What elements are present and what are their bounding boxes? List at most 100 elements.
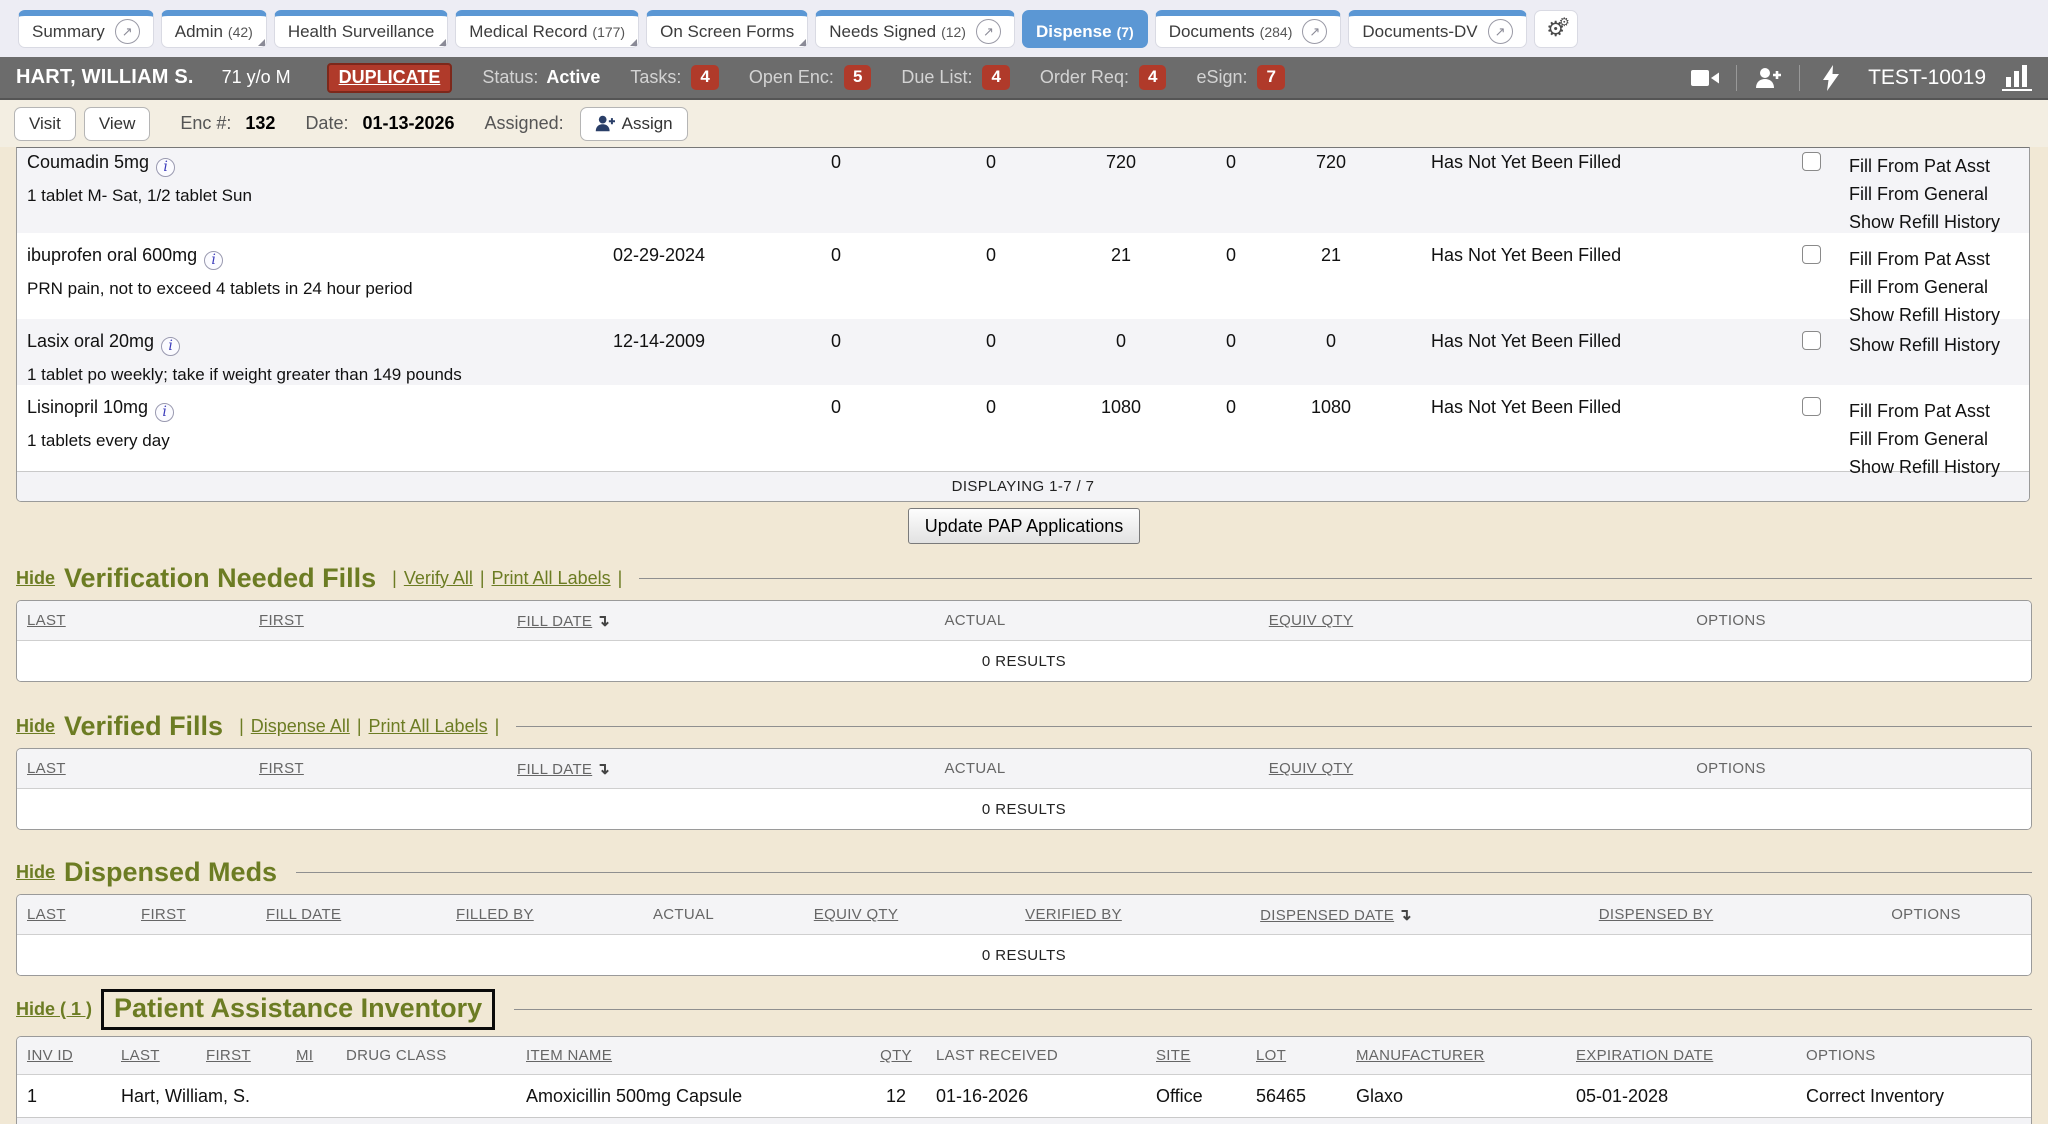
info-icon[interactable]: i [156,157,176,177]
sortable-header[interactable]: EXPIRATION DATE [1576,1047,1714,1064]
update-pap-applications-button[interactable]: Update PAP Applications [907,508,1141,544]
hide-verified-link[interactable]: Hide [16,715,56,736]
sortable-header[interactable]: LAST [27,906,66,923]
qty-cell: 0 [985,245,996,265]
col-options: OPTIONS [1806,1047,1876,1064]
open-new-window-icon[interactable]: ↗ [1487,19,1513,44]
tab-label: Dispense [1035,21,1112,41]
no-results-row: 0 RESULTS [17,935,2031,975]
hide-dispensed-link[interactable]: Hide [16,861,56,882]
tab-bar: Summary ↗ Admin (42) Health Surveillance… [0,0,2048,57]
sortable-header[interactable]: VERIFIED BY [1025,906,1122,923]
tab-on-screen-forms[interactable]: On Screen Forms [646,10,809,48]
sortable-header[interactable]: LAST [27,612,66,629]
tab-documents-dv[interactable]: Documents-DV ↗ [1348,10,1527,48]
row-select-checkbox[interactable] [1801,152,1821,171]
sortable-header[interactable]: EQUIV QTY [813,906,899,923]
fill-from-pat-asst-link[interactable]: Fill From Pat Asst [1849,249,1991,269]
assign-button-label: Assign [621,113,673,133]
select-checkbox-cell [1781,148,1841,236]
fill-from-pat-asst-link[interactable]: Fill From Pat Asst [1849,156,1991,176]
order-req-count-badge[interactable]: 4 [1138,65,1167,90]
med-name-cell: Lasix oral 20mg i 1 tablet po weekly; tak… [17,319,577,385]
sortable-header[interactable]: DISPENSED BY [1598,906,1714,923]
fill-from-general-link[interactable]: Fill From General [1849,277,1989,297]
sortable-header[interactable]: DISPENSED DATE [1260,906,1395,924]
fill-from-general-link[interactable]: Fill From General [1849,184,1989,204]
tab-dispense-active[interactable]: Dispense (7) [1021,10,1148,48]
row-select-checkbox[interactable] [1801,331,1821,350]
sortable-header[interactable]: EQUIV QTY [1268,612,1354,629]
fill-from-general-link[interactable]: Fill From General [1849,429,1989,449]
sortable-header[interactable]: FIRST [259,612,304,629]
sortable-header[interactable]: FIRST [259,760,304,777]
tab-summary[interactable]: Summary ↗ [18,10,154,48]
sort-descending-icon: ↴ [596,760,610,778]
tab-medical-record[interactable]: Medical Record (177) [455,10,640,48]
sortable-header[interactable]: FILL DATE [517,760,593,778]
view-button[interactable]: View [83,106,151,141]
lightning-bolt-icon[interactable] [1816,64,1846,91]
show-refill-history-link[interactable]: Show Refill History [1849,305,2001,325]
hide-verification-link[interactable]: Hide [16,567,56,588]
sortable-header[interactable]: ITEM NAME [526,1047,613,1064]
show-refill-history-link[interactable]: Show Refill History [1849,335,2001,355]
fill-date-cell: 02-29-2024 [612,245,706,265]
settings-button[interactable]: ⚙ ⚙ [1533,10,1578,48]
info-icon[interactable]: i [161,336,181,356]
open-enc-count-badge[interactable]: 5 [843,65,872,90]
tab-admin[interactable]: Admin (42) [160,10,267,48]
due-list-count-badge[interactable]: 4 [982,65,1010,90]
show-refill-history-link[interactable]: Show Refill History [1849,212,2001,232]
verify-all-link[interactable]: Verify All [403,567,473,588]
print-all-labels-link[interactable]: Print All Labels [368,715,488,736]
sortable-header[interactable]: FILL DATE [266,906,342,923]
divider [1799,64,1801,91]
add-person-icon[interactable] [1753,65,1783,91]
col-first: FIRST [196,1047,286,1064]
sortable-header[interactable]: MI [296,1047,314,1064]
sortable-header[interactable]: INV ID [27,1047,73,1064]
qty-cell: 720 [1315,152,1347,172]
info-icon[interactable]: i [204,250,224,270]
sortable-header[interactable]: QTY [880,1047,912,1064]
due-list-label: Due List: [901,67,973,87]
assign-button[interactable]: Assign [579,106,688,141]
print-all-labels-link[interactable]: Print All Labels [491,567,611,588]
open-new-window-icon[interactable]: ↗ [114,19,140,44]
dispense-all-link[interactable]: Dispense All [250,715,350,736]
fill-date-cell [577,148,741,236]
sortable-header[interactable]: SITE [1156,1047,1191,1064]
row-select-checkbox[interactable] [1801,397,1821,416]
sortable-header[interactable]: EQUIV QTY [1268,760,1354,777]
sortable-header[interactable]: LOT [1256,1047,1287,1064]
esign-count-badge[interactable]: 7 [1257,65,1285,90]
correct-inventory-link[interactable]: Correct Inventory [1806,1085,1945,1106]
info-icon[interactable]: i [155,402,175,422]
tab-needs-signed[interactable]: Needs Signed (12) ↗ [815,10,1015,48]
sortable-header[interactable]: LAST [27,760,66,777]
sortable-header[interactable]: FILLED BY [456,906,534,923]
qty-cell: 1080 [1100,397,1142,417]
sortable-header[interactable]: FIRST [141,906,186,923]
video-camera-icon[interactable] [1690,65,1720,91]
sortable-header[interactable]: FIRST [206,1047,251,1064]
select-checkbox-cell [1781,319,1841,385]
sortable-header[interactable]: LAST [121,1047,160,1064]
bar-chart-icon[interactable] [2002,65,2032,91]
row-select-checkbox[interactable] [1801,245,1821,264]
tab-documents[interactable]: Documents (284) ↗ [1154,10,1342,48]
gear-icon: ⚙ [1546,17,1566,41]
duplicate-badge[interactable]: DUPLICATE [326,62,453,93]
external-arrow-glyph: ↗ [983,23,994,39]
open-new-window-icon[interactable]: ↗ [975,19,1001,44]
open-new-window-icon[interactable]: ↗ [1302,19,1328,44]
visit-button[interactable]: Visit [14,106,76,141]
hide-pai-link[interactable]: Hide ( 1 ) [16,998,93,1019]
tab-health-surveillance[interactable]: Health Surveillance [273,10,449,48]
show-refill-history-link[interactable]: Show Refill History [1849,457,2001,477]
tasks-count-badge[interactable]: 4 [691,65,719,90]
fill-from-pat-asst-link[interactable]: Fill From Pat Asst [1849,401,1991,421]
sortable-header[interactable]: FILL DATE [517,612,593,630]
sortable-header[interactable]: MANUFACTURER [1356,1047,1485,1064]
